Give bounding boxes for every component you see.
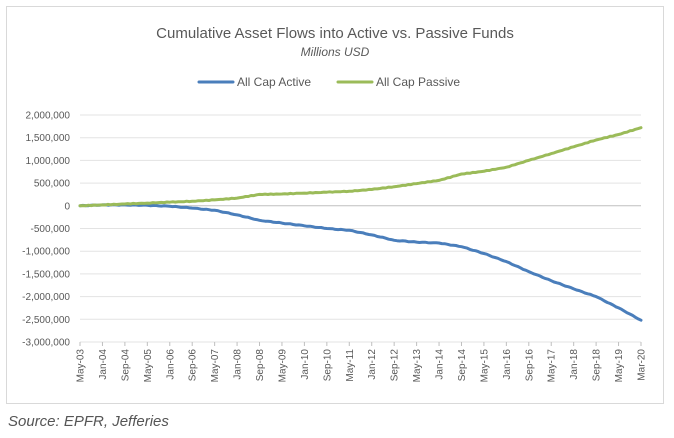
legend: All Cap Active All Cap Passive [197,75,460,89]
x-tick-label: Jan-10 [300,349,311,380]
x-tick-label: Sep-08 [255,349,266,382]
legend-label: All Cap Active [237,75,311,89]
x-tick-label: Jan-04 [98,349,109,380]
x-tick-label: May-11 [345,349,356,382]
y-tick-label: 1,000,000 [26,156,71,167]
chart-title: Cumulative Asset Flows into Active vs. P… [156,25,514,42]
x-tick-label: Mar-20 [637,349,648,381]
x-tick-label: May-17 [547,349,558,383]
gridlines [80,114,641,343]
chart-subtitle: Millions USD [300,45,370,59]
x-tick-label: Sep-14 [457,349,468,382]
x-tick-label: Jan-18 [569,349,580,380]
x-tick-label: May-09 [277,349,288,383]
y-tick-label: -3,000,000 [22,338,70,349]
x-tick-label: May-13 [412,349,423,383]
series-lines [78,126,643,322]
y-axis: 2,000,000 1,500,000 1,000,000 500,000 0 -500,… [22,111,70,349]
x-tick-label: May-15 [479,349,490,383]
x-tick-label: Jan-12 [367,349,378,380]
x-tick-label: Sep-10 [322,349,333,382]
x-tick-label: May-03 [76,349,87,383]
y-tick-label: 1,500,000 [26,133,71,144]
x-tick-label: Sep-06 [188,349,199,382]
x-axis: May-03 Jan-04 Sep-04 May-05 Jan-06 Sep-06 May-… [76,342,648,382]
y-tick-label: 2,000,000 [26,111,71,122]
x-tick-label: Sep-12 [390,349,401,382]
y-tick-label: 0 [64,201,70,212]
x-tick-label: Sep-18 [592,349,603,382]
legend-label: All Cap Passive [376,75,460,89]
y-tick-label: -1,000,000 [22,247,70,258]
source-note: Source: EPFR, Jefferies [8,413,169,430]
series-line-all-cap-active [78,203,643,322]
x-tick-label: Jan-16 [502,349,513,380]
x-tick-label: Jan-06 [165,349,176,380]
y-tick-label: -1,500,000 [22,269,70,280]
x-tick-label: Jan-14 [435,349,446,380]
series-line-all-cap-passive [78,126,643,208]
y-tick-label: 500,000 [34,179,71,190]
x-tick-label: Jan-08 [233,349,244,380]
x-tick-label: Sep-04 [120,349,131,382]
y-tick-label: -500,000 [31,224,71,235]
y-tick-label: -2,500,000 [22,315,70,326]
x-tick-label: May-19 [614,349,625,383]
x-tick-label: May-05 [143,349,154,383]
x-tick-label: May-07 [210,349,221,383]
x-tick-label: Sep-16 [524,349,535,382]
y-tick-label: -2,000,000 [22,292,70,303]
